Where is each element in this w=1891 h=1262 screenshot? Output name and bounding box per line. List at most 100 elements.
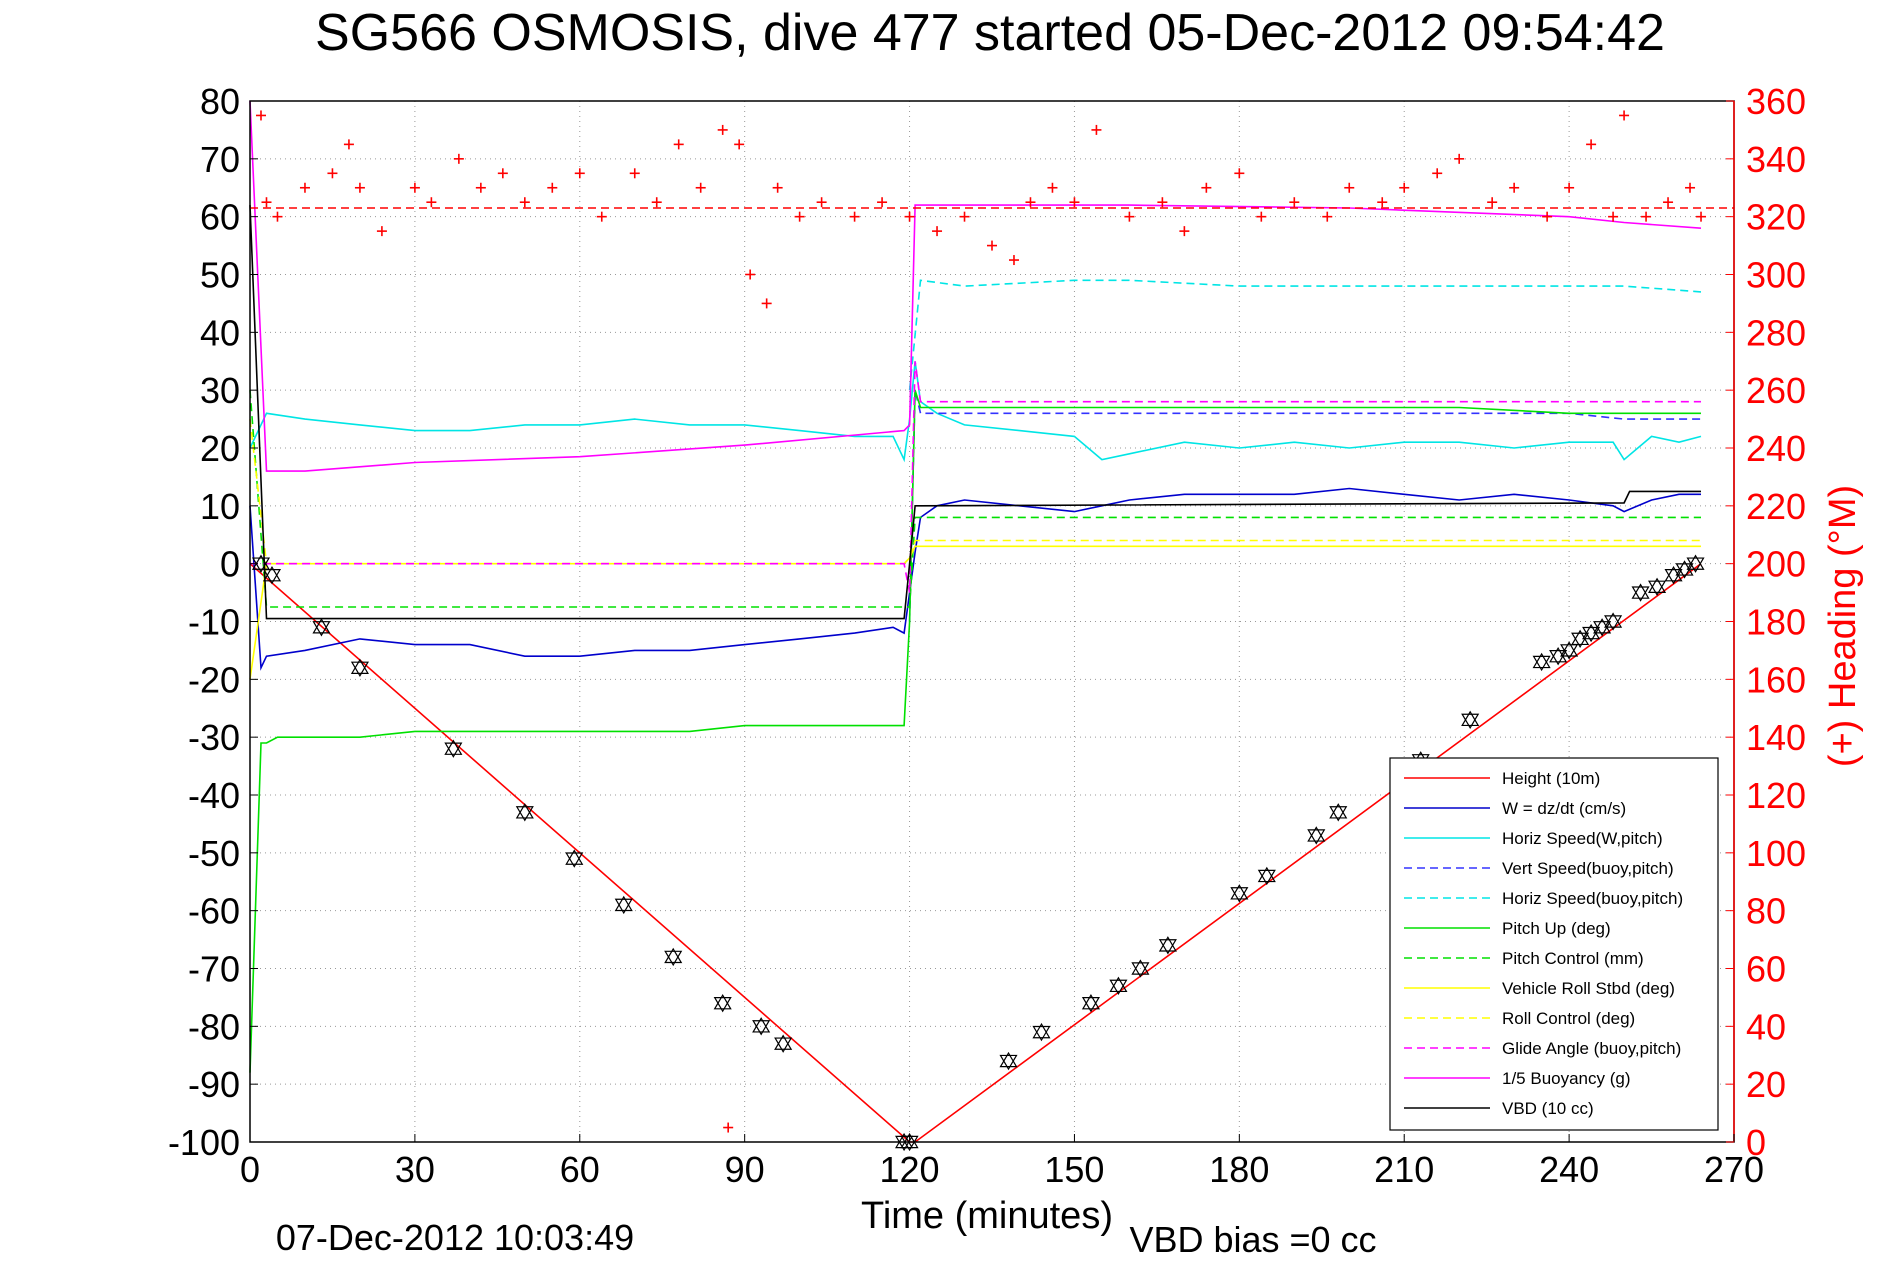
triangle-down: [614, 898, 633, 915]
triangle-marker: [1307, 826, 1326, 845]
triangle-marker: [515, 803, 534, 822]
footer-timestamp: 07-Dec-2012 10:03:49: [276, 1217, 634, 1258]
heading-point: [695, 182, 706, 193]
heading-point: [877, 197, 888, 208]
heading-group: [250, 110, 1734, 1133]
triangle-down: [1032, 1025, 1051, 1042]
right-y-tick-label: 280: [1746, 312, 1806, 353]
triangle-marker: [774, 1034, 793, 1053]
triangle-up: [565, 849, 584, 865]
heading-point: [987, 240, 997, 251]
heading-point: [959, 211, 970, 222]
legend-box: [1389, 757, 1719, 1131]
heading-point: [453, 153, 464, 164]
series-line: [249, 389, 1701, 1073]
triangle-up: [1032, 1022, 1051, 1039]
triangle-down: [1604, 615, 1623, 631]
y-tick-label: -30: [188, 717, 240, 758]
vbd-bias-label: VBD bias =0 cc: [1129, 1219, 1376, 1260]
heading-point: [475, 182, 486, 193]
marker-group: [251, 554, 1705, 1152]
x-tick-label: 30: [395, 1149, 435, 1190]
y-tick-label: 40: [200, 312, 240, 353]
heading-point: [1432, 168, 1443, 179]
right-y-tick-label: 320: [1746, 197, 1806, 238]
heading-point: [1256, 211, 1267, 222]
heading-point: [272, 211, 283, 222]
heading-point: [376, 226, 387, 237]
heading-point: [1509, 182, 1520, 193]
heading-point: [849, 211, 860, 222]
triangle-marker: [1631, 583, 1650, 602]
legend-label: Height (10m): [1502, 769, 1600, 788]
triangle-down: [1329, 806, 1348, 822]
triangle-up: [1560, 641, 1579, 657]
heading-point: [717, 124, 728, 135]
heading-point: [327, 168, 338, 179]
right-y-tick-label: 40: [1746, 1006, 1786, 1047]
y-tick-label: 20: [200, 428, 240, 469]
heading-point: [1157, 197, 1168, 208]
triangle-marker: [1560, 641, 1579, 660]
right-y-tick-label: 300: [1746, 255, 1806, 296]
triangle-marker: [1604, 612, 1623, 631]
triangle-marker: [262, 566, 282, 585]
triangle-up: [713, 994, 732, 1010]
heading-point: [1542, 211, 1553, 222]
right-y-tick-label: 220: [1746, 486, 1806, 527]
heading-point: [723, 1122, 734, 1133]
triangle-marker: [350, 658, 369, 677]
series-line: [249, 487, 1701, 671]
triangle-marker: [1648, 577, 1667, 596]
triangle-down: [1631, 586, 1650, 602]
y-tick-label: -90: [188, 1064, 240, 1105]
heading-point: [651, 197, 662, 208]
triangle-marker: [1158, 936, 1177, 955]
heading-point: [1069, 197, 1080, 208]
heading-point: [1663, 197, 1674, 208]
triangle-up: [1604, 612, 1623, 628]
heading-point: [816, 197, 827, 208]
triangle-down: [515, 806, 534, 822]
triangle-marker: [1032, 1022, 1051, 1042]
triangle-down: [312, 621, 331, 637]
right-y-tick-label: 160: [1746, 659, 1806, 700]
right-y-axis-label: (+) Heading (°M): [1822, 485, 1864, 767]
triangle-marker: [1131, 959, 1150, 978]
heading-point: [261, 197, 272, 208]
triangle-marker: [565, 849, 584, 868]
heading-point: [255, 110, 266, 121]
triangle-up: [614, 895, 633, 912]
y-tick-label: -100: [168, 1122, 240, 1163]
triangle-down: [1158, 939, 1177, 955]
x-tick-label: 120: [880, 1149, 940, 1190]
triangle-marker: [999, 1051, 1018, 1071]
series-line: [249, 390, 1701, 608]
chart-title: SG566 OSMOSIS, dive 477 started 05-Dec-2…: [315, 4, 1665, 62]
y-tick-label: 10: [200, 486, 240, 527]
series-line: [249, 361, 1702, 463]
right-y-tick-label: 100: [1746, 833, 1806, 874]
triangle-down: [1109, 979, 1128, 996]
triangle-up: [1631, 583, 1650, 599]
triangle-up: [444, 739, 463, 755]
heading-point: [794, 211, 805, 222]
heading-point: [1179, 226, 1190, 237]
triangle-marker: [1329, 803, 1348, 822]
right-y-tick-label: 0: [1746, 1122, 1766, 1163]
triangle-up: [350, 658, 369, 674]
triangle-down: [752, 1020, 771, 1036]
triangle-marker: [1257, 866, 1276, 886]
right-y-tick-label: 340: [1746, 139, 1806, 180]
heading-point: [1586, 139, 1597, 150]
legend-label: Horiz Speed(buoy,pitch): [1502, 889, 1683, 908]
triangle-up: [999, 1051, 1018, 1068]
heading-point: [1289, 197, 1300, 208]
triangle-down: [1461, 713, 1480, 730]
heading-point: [1008, 255, 1019, 266]
triangle-marker: [1461, 710, 1480, 730]
x-tick-label: 180: [1209, 1149, 1269, 1190]
triangle-marker: [1686, 554, 1705, 573]
heading-point: [497, 168, 508, 179]
y-tick-label: -20: [188, 659, 240, 700]
